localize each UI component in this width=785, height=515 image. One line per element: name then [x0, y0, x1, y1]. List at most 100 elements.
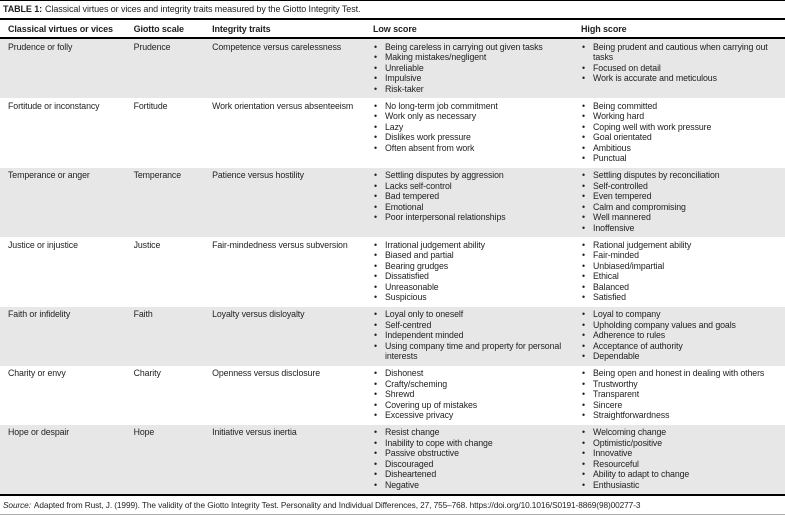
trait-item: Inability to cope with change — [373, 438, 571, 449]
trait-item: Settling disputes by reconciliation — [581, 170, 783, 181]
trait-item: Excessive privacy — [373, 410, 571, 421]
col-header-integrity-traits: Integrity traits — [204, 20, 366, 39]
trait-item: Emotional — [373, 202, 571, 213]
col-header-low-score: Low score — [365, 20, 574, 39]
trait-item: Loyal only to oneself — [373, 309, 571, 320]
trait-item: Transparent — [581, 389, 783, 400]
trait-item: Self-controlled — [581, 181, 783, 192]
table-title: TABLE 1: Classical virtues or vices and i… — [0, 1, 785, 20]
trait-item: Inoffensive — [581, 223, 783, 234]
col-header-high-score: High score — [573, 20, 785, 39]
trait-item: Sincere — [581, 400, 783, 411]
trait-item: Discouraged — [373, 459, 571, 470]
cell-high-score: Being committedWorking hardCoping well w… — [573, 98, 785, 168]
cell-low-score: Being careless in carrying out given tas… — [365, 38, 573, 98]
data-table: Classical virtues or vices Giotto scale … — [0, 20, 785, 496]
trait-item: Risk-taker — [373, 84, 571, 95]
cell-giotto-scale: Justice — [133, 239, 161, 250]
cell-high-score-list: Welcoming changeOptimistic/positiveInnov… — [581, 427, 783, 490]
trait-item: Dislikes work pressure — [373, 132, 571, 143]
cell-low-score-list: No long-term job commitmentWork only as … — [373, 101, 571, 154]
trait-item: Biased and partial — [373, 250, 571, 261]
trait-item: Work only as necessary — [373, 111, 571, 122]
cell-giotto-scale: Charity — [133, 368, 161, 378]
trait-item: Settling disputes by aggression — [373, 170, 571, 181]
trait-item: Welcoming change — [581, 427, 783, 438]
cell-low-score: Settling disputes by aggressionLacks sel… — [365, 168, 573, 238]
cell-high-score-list: Loyal to companyUpholding company values… — [581, 309, 783, 362]
cell-low-score: Resist changeInability to cope with chan… — [365, 425, 573, 496]
cell-low-score: Irrational judgement abilityBiased and p… — [365, 237, 573, 307]
trait-item: Acceptance of authority — [581, 341, 783, 352]
trait-item: Loyal to company — [581, 309, 783, 320]
trait-item: Dishonest — [373, 368, 571, 379]
cell-high-score: Settling disputes by reconciliationSelf-… — [573, 168, 785, 238]
trait-item: Resist change — [373, 427, 571, 438]
trait-item: No long-term job commitment — [373, 101, 571, 112]
col-header-giotto-scale: Giotto scale — [125, 20, 205, 39]
trait-item: Straightforwardness — [581, 410, 783, 421]
cell-giotto-scale: Faith — [133, 309, 153, 319]
cell-low-score: Loyal only to oneselfSelf-centredIndepen… — [365, 307, 573, 366]
trait-item: Resourceful — [581, 459, 783, 470]
table-number-label: TABLE 1: — [3, 4, 43, 14]
cell-integrity-trait: Loyalty versus disloyalty — [212, 309, 305, 319]
trait-item: Passive obstructive — [373, 448, 571, 459]
trait-item: Working hard — [581, 111, 783, 122]
trait-item: Poor interpersonal relationships — [373, 212, 571, 223]
cell-high-score-list: Being prudent and cautious when carrying… — [581, 42, 783, 84]
trait-item: Well mannered — [581, 212, 783, 223]
trait-item: Making mistakes/negligent — [373, 52, 571, 63]
trait-item: Ambitious — [581, 143, 783, 154]
trait-item: Punctual — [581, 153, 783, 164]
cell-low-score-list: Loyal only to oneselfSelf-centredIndepen… — [373, 309, 571, 362]
cell-high-score: Being prudent and cautious when carrying… — [573, 38, 785, 98]
trait-item: Impulsive — [373, 73, 571, 84]
table-row: Temperance or anger Temperance Patience ve… — [0, 167, 785, 238]
table-header: Classical virtues or vices Giotto scale … — [0, 20, 785, 39]
cell-integrity-trait: Work orientation versus absenteeism — [212, 100, 354, 111]
cell-classical-virtue: Hope or despair — [8, 427, 70, 437]
trait-item: Irrational judgement ability — [373, 240, 571, 251]
trait-item: Focused on detail — [581, 63, 783, 74]
trait-item: Bearing grudges — [373, 261, 571, 272]
cell-giotto-scale: Temperance — [133, 170, 182, 180]
trait-item: Dissatisfied — [373, 271, 571, 282]
cell-integrity-trait: Patience versus hostility — [212, 170, 304, 180]
trait-item: Negative — [373, 480, 571, 491]
cell-low-score-list: Irrational judgement abilityBiased and p… — [373, 240, 571, 303]
trait-item: Often absent from work — [373, 143, 571, 154]
cell-high-score-list: Being committedWorking hardCoping well w… — [581, 101, 783, 164]
cell-high-score: Being open and honest in dealing with ot… — [573, 366, 785, 425]
trait-item: Balanced — [581, 282, 783, 293]
trait-item: Dependable — [581, 351, 783, 362]
trait-item: Unreliable — [373, 63, 571, 74]
trait-item: Covering up of mistakes — [373, 400, 571, 411]
source-note: Source: Adapted from Rust, J. (1999). The… — [0, 496, 785, 515]
table-row: Hope or despair Hope Initiative versus ine… — [0, 424, 785, 496]
trait-item: Unreasonable — [373, 282, 571, 293]
cell-high-score-list: Rational judgement abilityFair-mindedUnb… — [581, 240, 783, 303]
trait-item: Ethical — [581, 271, 783, 282]
source-text: Adapted from Rust, J. (1999). The validi… — [33, 500, 641, 510]
trait-item: Even tempered — [581, 191, 783, 202]
trait-item: Suspicious — [373, 292, 571, 303]
trait-item: Using company time and property for pers… — [373, 341, 571, 362]
table-row: Fortitude or inconstancy Fortitude Work or… — [0, 98, 785, 168]
cell-integrity-trait: Competence versus carelessness — [212, 41, 342, 52]
trait-item: Self-centred — [373, 320, 571, 331]
trait-item: Upholding company values and goals — [581, 320, 783, 331]
trait-item: Being prudent and cautious when carrying… — [581, 42, 783, 63]
trait-item: Crafty/scheming — [373, 379, 571, 390]
table-body: Prudence or folly Prudence Competence vers… — [0, 38, 785, 495]
cell-low-score: No long-term job commitmentWork only as … — [365, 98, 573, 168]
trait-item: Coping well with work pressure — [581, 122, 783, 133]
cell-classical-virtue: Prudence or folly — [8, 41, 73, 52]
cell-high-score-list: Being open and honest in dealing with ot… — [581, 368, 783, 421]
cell-integrity-trait: Fair-mindedness versus subversion — [212, 239, 348, 250]
cell-classical-virtue: Fortitude or inconstancy — [8, 100, 100, 111]
cell-low-score-list: Being careless in carrying out given tas… — [373, 42, 571, 95]
trait-item: Being committed — [581, 101, 783, 112]
cell-giotto-scale: Prudence — [133, 41, 171, 52]
